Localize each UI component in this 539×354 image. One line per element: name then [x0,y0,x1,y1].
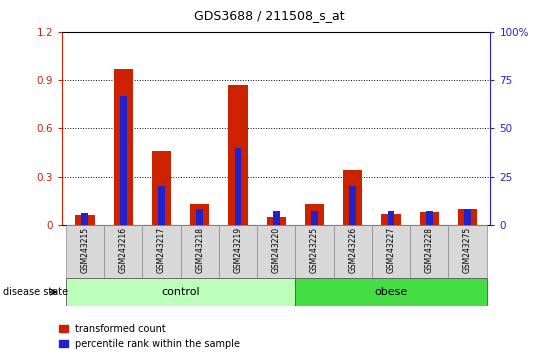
FancyBboxPatch shape [66,278,295,306]
FancyBboxPatch shape [372,225,410,278]
Text: GSM243215: GSM243215 [80,227,89,273]
Bar [114,69,133,225]
Bar [120,96,127,225]
FancyBboxPatch shape [295,225,334,278]
Text: obese: obese [375,287,407,297]
Text: GSM243228: GSM243228 [425,227,434,273]
Bar [158,186,165,225]
Text: GSM243220: GSM243220 [272,227,281,273]
Bar [311,211,318,225]
Bar [196,209,203,225]
Bar [273,211,280,225]
Bar [426,211,433,225]
FancyBboxPatch shape [295,278,487,306]
Bar [388,211,395,225]
FancyBboxPatch shape [181,225,219,278]
FancyBboxPatch shape [448,225,487,278]
Bar [152,151,171,225]
Bar [382,213,400,225]
FancyBboxPatch shape [142,225,181,278]
FancyBboxPatch shape [104,225,142,278]
FancyBboxPatch shape [257,225,295,278]
Bar [267,217,286,225]
Text: GSM243275: GSM243275 [463,227,472,273]
Bar [234,148,241,225]
Bar [305,204,324,225]
Legend: transformed count, percentile rank within the sample: transformed count, percentile rank withi… [59,324,240,349]
Bar [420,212,439,225]
Text: GSM243216: GSM243216 [119,227,128,273]
Bar [190,204,209,225]
Bar [75,215,94,225]
Text: GSM243217: GSM243217 [157,227,166,273]
Text: GSM243225: GSM243225 [310,227,319,273]
FancyBboxPatch shape [334,225,372,278]
Bar [458,209,477,225]
Bar [229,85,247,225]
FancyBboxPatch shape [219,225,257,278]
Bar [81,213,88,225]
Text: disease state: disease state [3,287,68,297]
Text: GSM243226: GSM243226 [348,227,357,273]
Text: control: control [161,287,200,297]
Text: GDS3688 / 211508_s_at: GDS3688 / 211508_s_at [194,9,345,22]
Bar [349,186,356,225]
Text: GSM243218: GSM243218 [195,227,204,273]
Text: GSM243219: GSM243219 [233,227,243,273]
Bar [464,209,471,225]
Text: GSM243227: GSM243227 [386,227,396,273]
FancyBboxPatch shape [66,225,104,278]
FancyBboxPatch shape [410,225,448,278]
Bar [343,170,362,225]
